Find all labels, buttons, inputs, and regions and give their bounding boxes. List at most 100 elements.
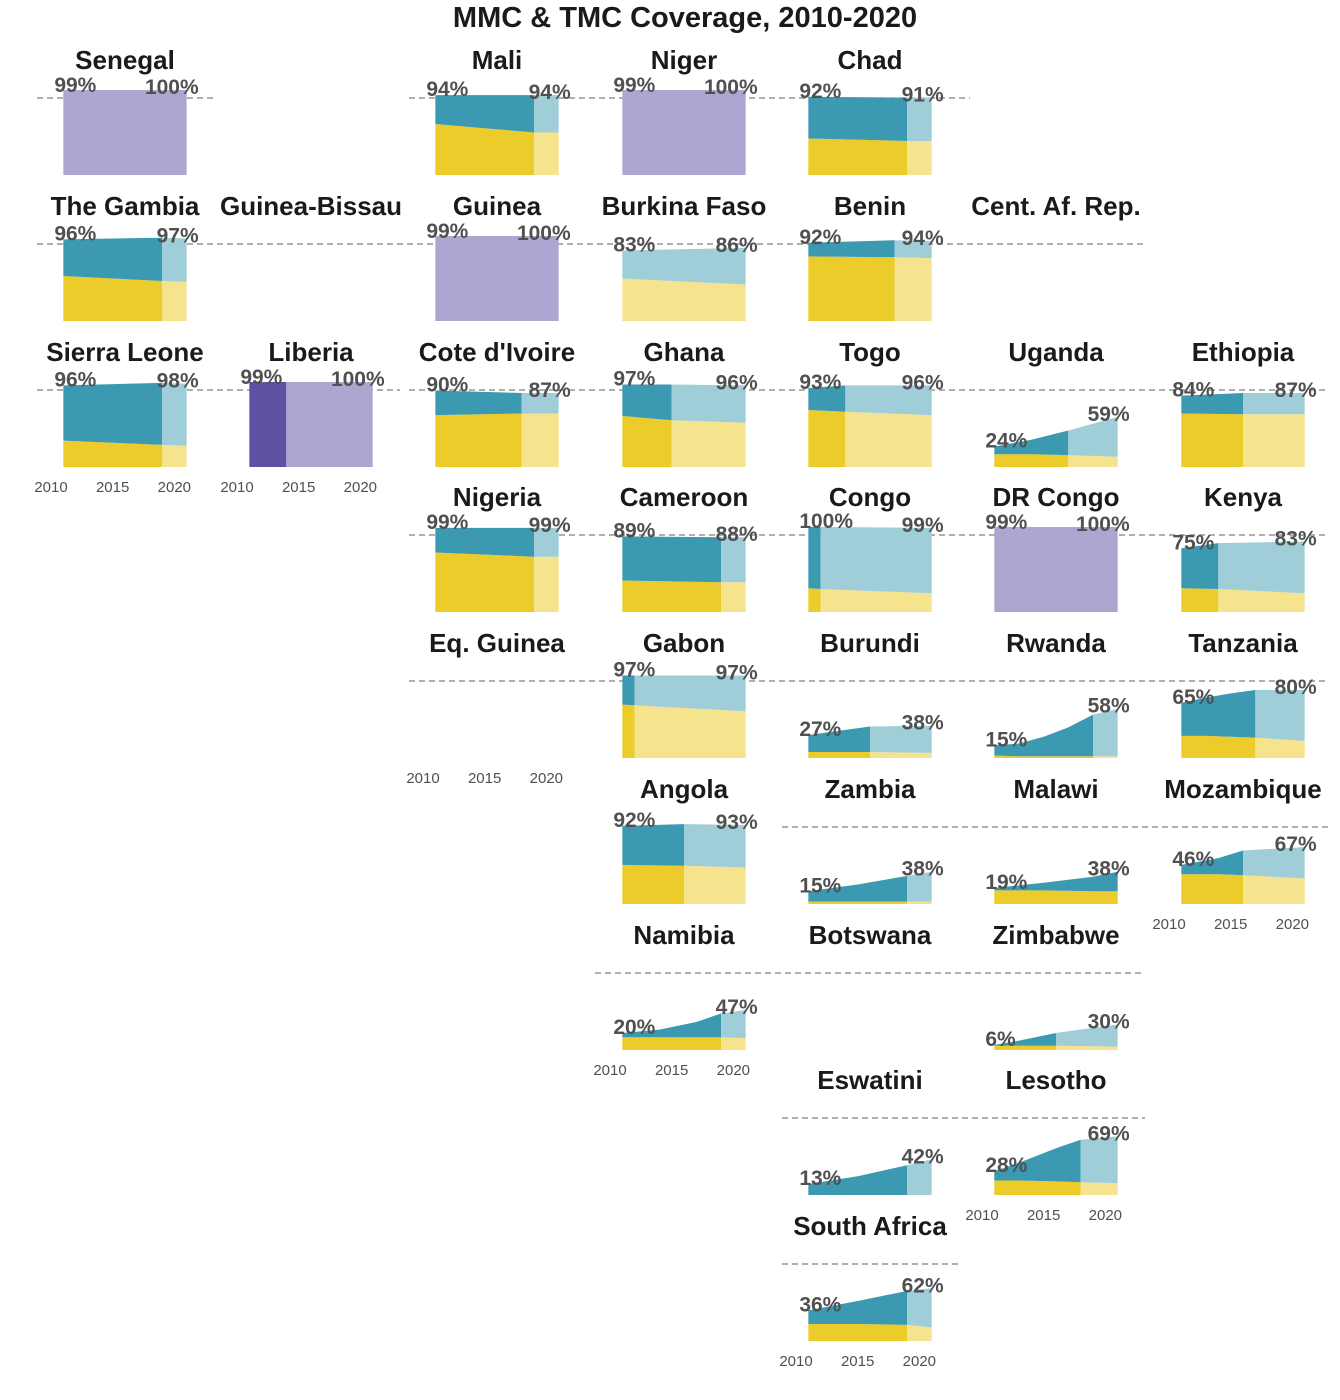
tmc-area-cote-d-ivoire [435, 413, 522, 467]
tmc-area-projected-nigeria [534, 556, 559, 612]
mmc-area-congo [808, 527, 821, 590]
mmc-area-projected-ghana [671, 384, 746, 423]
tmc-area-projected-namibia [721, 1037, 746, 1050]
end-value-label-cote-d-ivoire: 87% [529, 379, 571, 402]
tmc-area-togo [808, 410, 846, 467]
mmc-area-chad [808, 96, 907, 141]
tmc-area-projected-mali [534, 132, 559, 175]
tmc-area-projected-ethiopia [1243, 414, 1305, 467]
panel-title-senegal: Senegal [75, 45, 175, 75]
tmc-area-angola [622, 864, 684, 904]
tmc-area-burundi [808, 752, 870, 758]
mmc-area-projected-mali [534, 95, 559, 133]
tmc-area-projected-lesotho [1080, 1182, 1118, 1195]
tmc-area-projected-benin [894, 257, 932, 321]
mmc-area-projected-uganda [1068, 416, 1118, 457]
panel-title-mali: Mali [472, 45, 523, 75]
tmc-area-projected-angola [684, 865, 746, 904]
end-value-label-uganda: 59% [1088, 403, 1130, 426]
x-tick-label: 2020 [1089, 1207, 1122, 1224]
x-tick-label: 2020 [903, 1353, 936, 1370]
tmc-area-mali [435, 124, 534, 175]
panel-title-south-africa: South Africa [793, 1211, 947, 1241]
total-area-liberia-early [249, 382, 287, 467]
tmc-area-projected-rwanda [1093, 756, 1118, 758]
panel-title-zambia: Zambia [824, 774, 916, 804]
panel-title-benin: Benin [834, 191, 906, 221]
mmc-area-ethiopia [1181, 393, 1243, 415]
mmc-area-zimbabwe [994, 1033, 1056, 1046]
panel-title-mozambique: Mozambique [1164, 774, 1321, 804]
panel-title-chad: Chad [838, 45, 903, 75]
mmc-area-projected-kenya [1218, 541, 1305, 594]
tmc-area-rwanda [994, 755, 1093, 758]
tmc-area-gabon [622, 704, 635, 758]
start-value-label-cameroon: 89% [613, 519, 655, 542]
tmc-area-projected-the-gambia [162, 281, 187, 321]
end-value-label-malawi: 38% [1088, 858, 1130, 881]
start-value-label-sierra-leone: 96% [54, 368, 96, 391]
start-value-label-mozambique: 46% [1172, 848, 1214, 871]
mmc-area-togo [808, 385, 846, 412]
end-value-label-tanzania: 80% [1275, 676, 1317, 699]
x-tick-label: 2020 [717, 1062, 750, 1079]
mmc-area-projected-eswatini [907, 1159, 932, 1195]
mmc-area-projected-burkina-faso [622, 247, 746, 285]
tmc-area-the-gambia [63, 275, 163, 321]
tmc-area-uganda [994, 454, 1069, 467]
panel-title-the-gambia: The Gambia [51, 191, 200, 221]
tmc-area-kenya [1181, 588, 1219, 612]
start-value-label-uganda: 24% [985, 430, 1027, 453]
panel-title-zimbabwe: Zimbabwe [992, 920, 1119, 950]
tmc-area-south-africa [808, 1324, 907, 1341]
end-value-label-burundi: 38% [902, 712, 944, 735]
mmc-area-ghana [622, 384, 672, 421]
end-value-label-lesotho: 69% [1088, 1122, 1130, 1145]
panel-title-sierra-leone: Sierra Leone [46, 337, 204, 367]
tmc-area-projected-burundi [870, 752, 932, 758]
tmc-area-projected-togo [845, 411, 932, 467]
x-tick-label: 2010 [406, 770, 439, 787]
mmc-area-projected-zambia [907, 871, 932, 902]
end-value-label-chad: 91% [902, 84, 944, 107]
mmc-area-projected-chad [907, 97, 932, 141]
end-value-label-zimbabwe: 30% [1088, 1011, 1130, 1034]
total-area-dr-congo [994, 527, 1118, 612]
start-value-label-ethiopia: 84% [1172, 379, 1214, 402]
mmc-area-projected-burundi [870, 725, 932, 753]
tmc-area-projected-cameroon [721, 582, 746, 612]
panel-title-liberia: Liberia [268, 337, 354, 367]
mmc-area-projected-south-africa [907, 1288, 932, 1328]
start-value-label-gabon: 97% [613, 659, 655, 682]
x-tick-label: 2010 [593, 1062, 626, 1079]
mmc-area-projected-togo [845, 385, 932, 416]
start-value-label-rwanda: 15% [985, 728, 1027, 751]
start-value-label-namibia: 20% [613, 1016, 655, 1039]
mmc-area-projected-congo [820, 527, 932, 594]
end-value-label-angola: 93% [716, 811, 758, 834]
panel-title-eq-guinea: Eq. Guinea [429, 628, 565, 658]
mmc-area-tanzania [1181, 690, 1256, 738]
end-value-label-liberia: 100% [331, 368, 385, 391]
x-tick-label: 2015 [1214, 916, 1247, 933]
mmc-area-the-gambia [63, 237, 163, 282]
end-value-label-mali: 94% [529, 81, 571, 104]
end-value-label-cameroon: 88% [716, 523, 758, 546]
tmc-area-ghana [622, 416, 672, 467]
panel-title-burundi: Burundi [820, 628, 920, 658]
tmc-area-projected-ghana [671, 420, 746, 467]
panel-title-tanzania: Tanzania [1188, 628, 1298, 658]
panel-title-guinea-bissau: Guinea-Bissau [220, 191, 402, 221]
tmc-area-ethiopia [1181, 413, 1243, 467]
start-value-label-niger: 99% [613, 74, 655, 97]
mmc-area-projected-tanzania [1255, 690, 1305, 741]
mmc-area-projected-zimbabwe [1056, 1024, 1118, 1047]
mmc-area-projected-lesotho [1080, 1136, 1118, 1184]
mmc-area-uganda [994, 430, 1069, 456]
total-area-guinea [435, 236, 559, 321]
tmc-area-sierra-leone [63, 440, 163, 467]
mmc-area-projected-cote-d-ivoire [521, 393, 559, 414]
panel-title-eswatini: Eswatini [817, 1065, 922, 1095]
x-tick-label: 2010 [1152, 916, 1185, 933]
